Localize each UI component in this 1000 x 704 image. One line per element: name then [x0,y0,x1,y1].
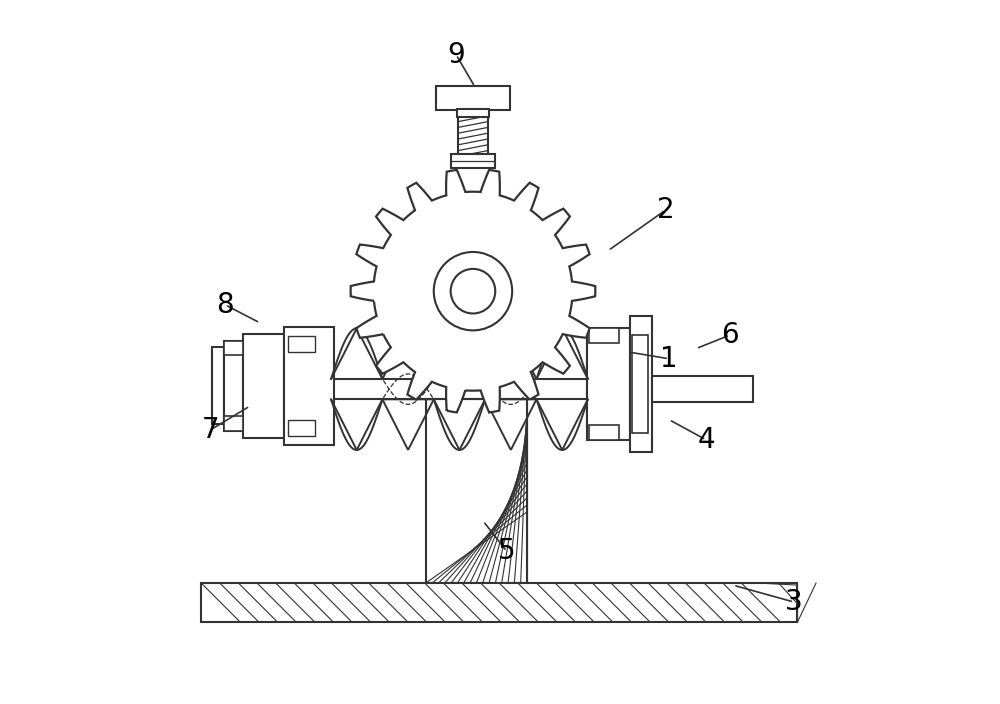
Bar [632,335,648,433]
Bar [288,420,315,436]
Bar [224,341,243,431]
Text: 2: 2 [657,196,674,224]
Bar [589,328,619,344]
Bar [212,347,224,425]
Bar [224,416,243,431]
Text: 9: 9 [447,41,465,68]
Text: 5: 5 [498,537,516,565]
Bar [652,377,753,402]
Bar [587,328,630,440]
Bar [436,86,510,110]
Bar [630,316,652,452]
Text: 7: 7 [202,416,220,444]
Bar [589,425,619,440]
Bar [288,336,315,352]
Circle shape [434,252,512,330]
Text: 8: 8 [216,291,234,319]
Polygon shape [351,170,595,413]
Bar [284,327,334,445]
Text: 6: 6 [721,321,739,349]
Bar [224,341,243,356]
Bar [243,334,284,438]
Bar [451,154,495,168]
Bar [457,108,489,117]
Bar [587,341,630,428]
Circle shape [451,269,495,313]
Text: 3: 3 [785,588,803,616]
Bar [201,583,797,622]
Text: 1: 1 [660,345,678,372]
Bar [426,399,527,583]
Text: 4: 4 [697,426,715,454]
